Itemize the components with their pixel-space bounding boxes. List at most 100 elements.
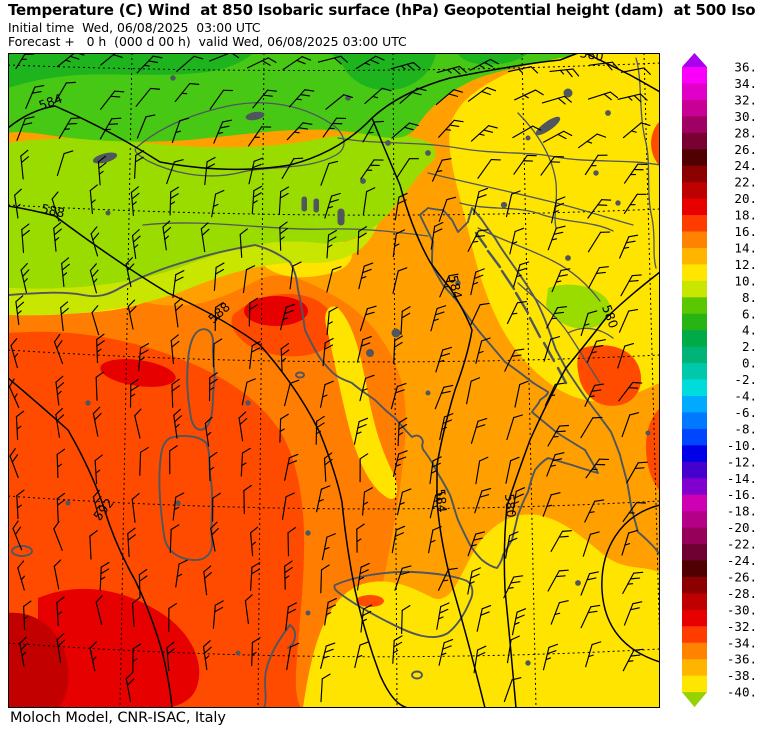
colorbar-tick: -36. [727, 652, 757, 667]
colorbar-tick: -24. [727, 553, 757, 568]
colorbar-band [682, 544, 707, 561]
colorbar-band [682, 428, 707, 446]
colorbar-tick: 12. [734, 257, 757, 272]
page-title: Temperature (C) Wind at 850 Isobaric sur… [8, 1, 756, 19]
colorbar-band [682, 609, 707, 627]
colorbar-tick: 36. [734, 60, 757, 75]
colorbar-band [682, 231, 707, 249]
forecast-line: Forecast + 0 h (000 d 00 h) valid Wed, 0… [8, 34, 407, 49]
colorbar-tick: 16. [734, 224, 757, 239]
colorbar-tick: -40. [727, 685, 757, 700]
contour-label: 580 [502, 493, 519, 518]
colorbar-tick: -28. [727, 586, 757, 601]
colorbar-band [682, 396, 707, 413]
colorbar-tick: 28. [734, 125, 757, 140]
colorbar-band [682, 165, 707, 183]
colorbar-band [682, 478, 707, 496]
colorbar-tick: 18. [734, 208, 757, 223]
colorbar-tick: -32. [727, 619, 757, 634]
colorbar-band [682, 659, 707, 677]
colorbar-tick: -2. [734, 372, 757, 387]
colorbar-band [682, 247, 707, 265]
colorbar-tick: 14. [734, 240, 757, 255]
colorbar-tick: -22. [727, 537, 757, 552]
colorbar-band [682, 445, 707, 463]
colorbar-tick: 20. [734, 191, 757, 206]
colorbar-tick: -10. [727, 438, 757, 453]
colorbar-tick: 6. [742, 306, 757, 321]
contour-584-trough [371, 117, 486, 708]
colorbar-band [682, 67, 707, 84]
temperature-colorbar: 36. 34. 32. 30. 28. 26. 24. 22. 20. 18. 16. 14. 12. 1… [682, 50, 760, 725]
colorbar-tick: 34. [734, 76, 757, 91]
colorbar-band [682, 379, 707, 397]
colorbar-band [682, 297, 707, 315]
contour-584-nw [8, 53, 579, 171]
colorbar-band [682, 116, 707, 134]
graticule [8, 53, 660, 708]
colorbar-tick: -26. [727, 569, 757, 584]
colorbar-tick: -12. [727, 454, 757, 469]
lakes-and-terrain [65, 75, 651, 666]
colorbar-tick: -8. [734, 421, 757, 436]
colorbar-band [682, 363, 707, 381]
colorbar-tick: -6. [734, 405, 757, 420]
colorbar-band [682, 215, 707, 232]
colorbar-tick: -16. [727, 487, 757, 502]
colorbar-tick: 0. [742, 356, 757, 371]
colorbar-band [682, 675, 707, 693]
colorbar-band [682, 198, 707, 216]
colorbar-band [682, 412, 707, 430]
colorbar-band [682, 330, 707, 348]
contour-closed-low [601, 504, 660, 663]
contour-label: 588 [40, 201, 67, 221]
colorbar-band [682, 99, 707, 117]
contour-580-east [503, 271, 660, 708]
colorbar-tick: -18. [727, 504, 757, 519]
wind-barbs [8, 53, 651, 703]
colorbar-band [682, 83, 707, 101]
colorbar-tick: 32. [734, 92, 757, 107]
contour-label: 580 [579, 53, 605, 64]
colorbar-band [682, 182, 707, 200]
colorbar-band [682, 576, 707, 594]
colorbar-band [682, 346, 707, 364]
colorbar-band [682, 149, 707, 167]
colorbar-band [682, 132, 707, 150]
map-canvas: 584 588 588 592 584 584 580 580 580 [8, 53, 660, 708]
initial-time-line: Initial time Wed, 06/08/2025 03:00 UTC [8, 20, 261, 35]
colorbar-tick: -14. [727, 471, 757, 486]
footer-credit: Moloch Model, CNR-ISAC, Italy [10, 710, 226, 726]
colorbar-tick: 24. [734, 158, 757, 173]
colorbar-up-arrow-icon [682, 53, 707, 67]
colorbar-tick: -20. [727, 520, 757, 535]
coastlines [8, 57, 660, 708]
colorbar-band [682, 560, 707, 578]
colorbar-tick: 22. [734, 175, 757, 190]
colorbar-band [682, 280, 707, 298]
colorbar-tick: 26. [734, 142, 757, 157]
colorbar-tick: 2. [742, 339, 757, 354]
contour-592 [8, 377, 173, 708]
temperature-field [8, 53, 660, 708]
colorbar-band [682, 313, 707, 331]
colorbar-tick: 8. [742, 290, 757, 305]
contour-580-top [584, 53, 660, 93]
colorbar-tick: -30. [727, 602, 757, 617]
map-border [8, 53, 660, 708]
colorbar-tick: -4. [734, 389, 757, 404]
colorbar-tick: 30. [734, 109, 757, 124]
contour-588 [8, 205, 409, 708]
colorbar-band [682, 626, 707, 644]
colorbar-band [682, 461, 707, 479]
colorbar-tick: -38. [727, 668, 757, 683]
colorbar-band [682, 642, 707, 660]
colorbar-band [682, 527, 707, 545]
colorbar-tick: 4. [742, 323, 757, 338]
colorbar-band [682, 593, 707, 611]
colorbar-band [682, 264, 707, 282]
geopotential-contours [8, 53, 660, 708]
contour-label: 584 [446, 274, 466, 301]
colorbar-band [682, 494, 707, 512]
